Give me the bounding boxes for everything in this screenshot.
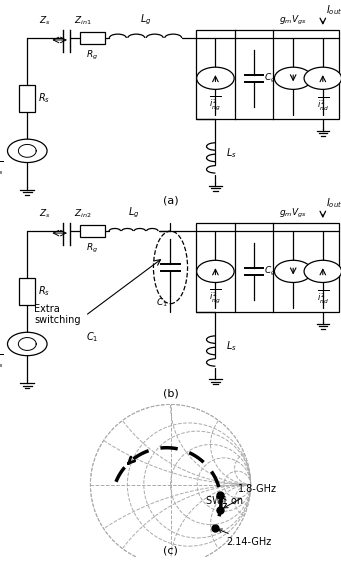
Text: $C_1$: $C_1$ (156, 296, 168, 309)
Text: $\overline{i_{nd}^2}$: $\overline{i_{nd}^2}$ (317, 95, 329, 112)
Bar (80, 225, 105, 237)
Circle shape (8, 139, 47, 162)
Text: $g_m V_{gs}$: $g_m V_{gs}$ (280, 14, 307, 27)
Text: $L_s$: $L_s$ (226, 339, 236, 353)
Text: $L_g$: $L_g$ (140, 12, 151, 27)
Text: $R_s$: $R_s$ (38, 285, 50, 298)
Text: $L_g$: $L_g$ (128, 206, 139, 220)
Text: $I_{out}$: $I_{out}$ (326, 196, 341, 210)
Text: $\overline{i_{ng}^2}$: $\overline{i_{ng}^2}$ (209, 287, 221, 306)
Circle shape (197, 67, 234, 89)
Text: $\overline{v_{ns}^2}$: $\overline{v_{ns}^2}$ (0, 352, 4, 370)
Bar (19, 278, 35, 304)
Text: Extra
switching: Extra switching (34, 304, 80, 325)
Text: 2.14-GHz: 2.14-GHz (218, 529, 272, 548)
Text: $\overline{v_{ns}^2}$: $\overline{v_{ns}^2}$ (0, 159, 4, 177)
Bar (196, 223, 339, 312)
Text: $C_1$: $C_1$ (86, 330, 98, 344)
Text: (b): (b) (163, 389, 178, 398)
Bar (80, 32, 105, 44)
Text: $\overline{i_{nd}^2}$: $\overline{i_{nd}^2}$ (317, 288, 329, 306)
Text: $g_m V_{gs}$: $g_m V_{gs}$ (280, 207, 307, 220)
Text: (a): (a) (163, 195, 178, 205)
Text: $I_{out}$: $I_{out}$ (326, 3, 341, 17)
Text: $R_g$: $R_g$ (86, 241, 99, 254)
Bar (196, 30, 339, 119)
Text: $R_g$: $R_g$ (86, 48, 99, 61)
Text: $Z_s$: $Z_s$ (39, 15, 50, 27)
Text: (c): (c) (163, 545, 178, 555)
Text: $L_s$: $L_s$ (226, 146, 236, 160)
Text: $\overline{i_{ng}^2}$: $\overline{i_{ng}^2}$ (209, 94, 221, 112)
Circle shape (304, 67, 341, 89)
Circle shape (8, 332, 47, 356)
Text: $Z_{in2}$: $Z_{in2}$ (74, 208, 92, 220)
Text: 1.8-GHz: 1.8-GHz (224, 484, 277, 508)
Circle shape (197, 260, 234, 282)
Text: $R_s$: $R_s$ (38, 91, 50, 105)
Circle shape (275, 260, 312, 282)
Bar (19, 85, 35, 111)
Text: $Z_s$: $Z_s$ (39, 208, 50, 220)
Circle shape (275, 67, 312, 89)
Text: SW1 on: SW1 on (206, 496, 243, 506)
Text: $C_{gs}$: $C_{gs}$ (264, 72, 279, 85)
Circle shape (304, 260, 341, 282)
Text: $C_{gs}$: $C_{gs}$ (264, 265, 279, 278)
Text: $Z_{in1}$: $Z_{in1}$ (74, 15, 92, 27)
